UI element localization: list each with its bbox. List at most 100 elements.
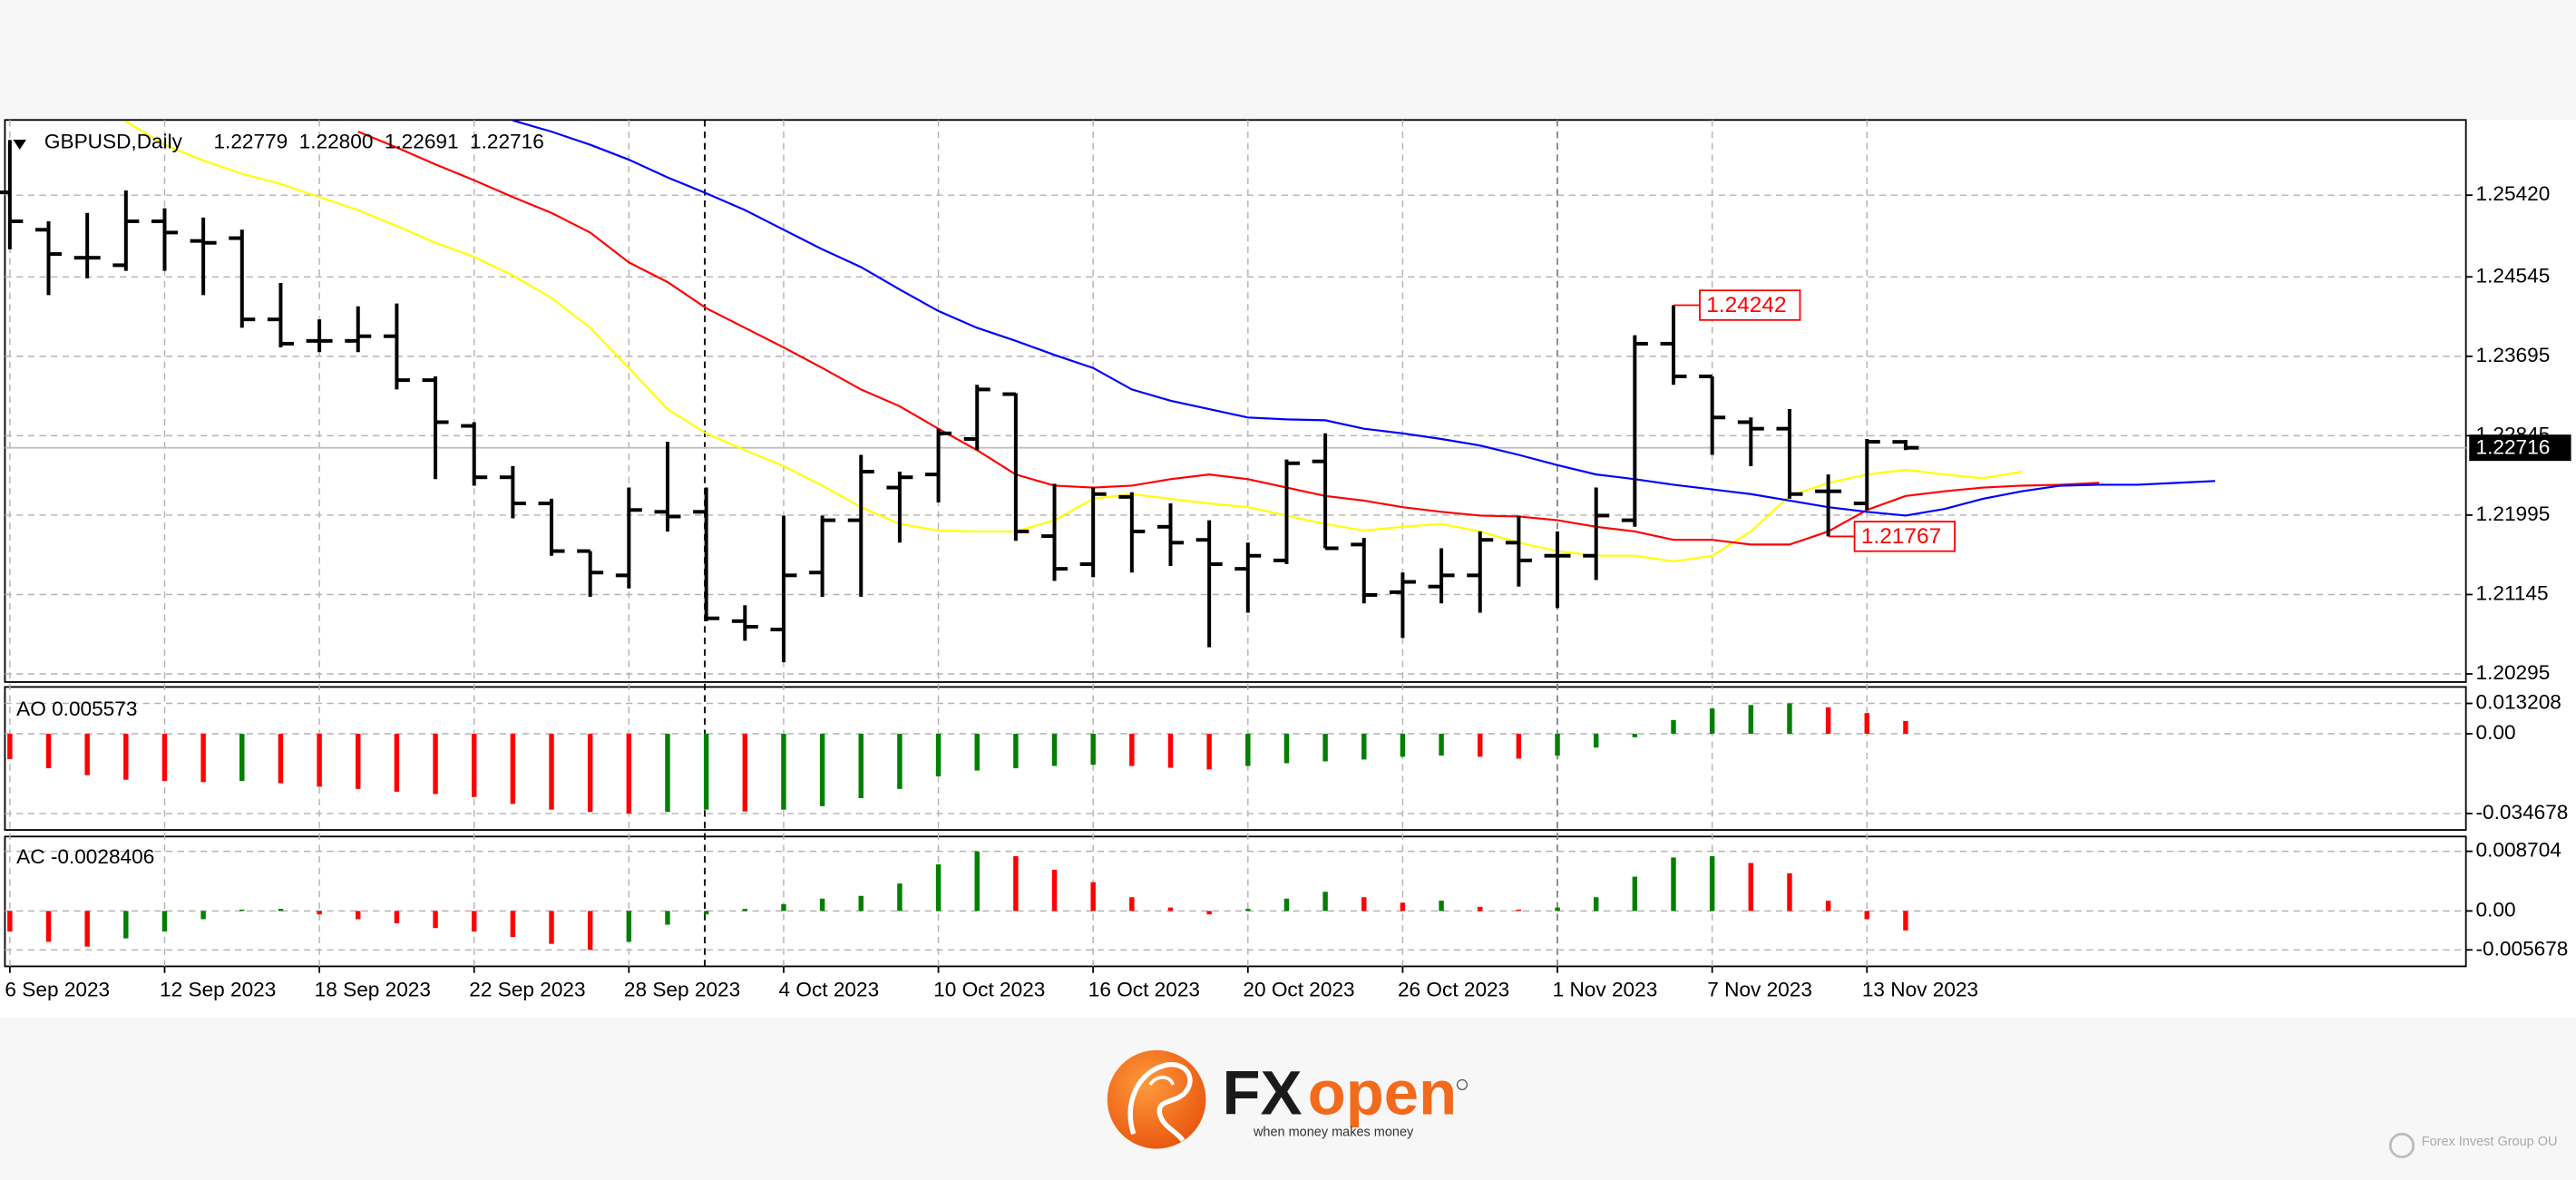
histogram-bar (1206, 734, 1212, 770)
histogram-bar (472, 734, 477, 797)
y-tick-label: -0.005678 (2476, 937, 2569, 960)
histogram-bar (1283, 898, 1290, 912)
histogram-bar (935, 734, 942, 776)
histogram-bar (1167, 907, 1174, 912)
y-tick-label: 1.23695 (2476, 344, 2551, 366)
histogram-bar (1129, 734, 1135, 766)
logo-fx: FX (1223, 1058, 1303, 1128)
histogram-bar (1632, 734, 1638, 737)
histogram-bar (665, 734, 670, 813)
logo-emblem (1107, 1049, 1206, 1149)
histogram-bar (1516, 909, 1522, 912)
histogram-bar (935, 863, 942, 912)
y-tick-label: 0.013208 (2476, 691, 2561, 714)
histogram-bar (897, 734, 903, 789)
histogram-bar (123, 911, 129, 939)
histogram-bar (1864, 911, 1869, 920)
histogram-bar (1439, 901, 1444, 912)
annotation-box (1853, 521, 1956, 552)
header-value: 1.22779 (213, 131, 288, 153)
x-tick-label: 4 Oct 2023 (779, 979, 880, 1001)
histogram-bar (1748, 705, 1754, 735)
annotation-box (1699, 289, 1801, 321)
histogram-bar (1671, 857, 1676, 912)
logo-emblem-detail (1127, 1062, 1193, 1143)
current-price-label: 1.22716 (2476, 436, 2551, 459)
histogram-bar (84, 734, 90, 775)
x-tick-label: 20 Oct 2023 (1243, 979, 1354, 1001)
y-tick-label: 1.21145 (2476, 581, 2549, 604)
logo-open: open (1308, 1058, 1457, 1128)
histogram-bar (278, 734, 284, 784)
histogram-bar (394, 911, 400, 923)
x-tick-label: 10 Oct 2023 (933, 979, 1045, 1001)
histogram-bar (1051, 870, 1058, 912)
y-tick-label: 0.00 (2476, 898, 2516, 921)
histogram-bar (703, 911, 709, 915)
histogram-bar (200, 734, 206, 783)
histogram-bar (1206, 911, 1212, 915)
logo-tagline: when money makes money (1253, 1125, 1414, 1139)
histogram-bar (1478, 906, 1483, 912)
ao-panel (4, 686, 2467, 831)
histogram-bar (1903, 911, 1908, 931)
x-tick-label: 26 Oct 2023 (1398, 979, 1509, 1001)
y-tick-label: 0.00 (2476, 721, 2516, 744)
histogram-bar (703, 734, 709, 810)
histogram-bar (1051, 734, 1058, 766)
histogram-bar (1593, 734, 1599, 748)
histogram-bar (1400, 734, 1406, 757)
histogram-bar (1709, 855, 1715, 912)
histogram-bar (239, 909, 245, 912)
menu-arrow[interactable] (13, 140, 26, 150)
histogram-bar (1167, 734, 1174, 768)
histogram-bar (1322, 734, 1328, 762)
current-price-box (2469, 434, 2571, 462)
histogram-bar (472, 911, 477, 932)
histogram-bar (1478, 734, 1483, 757)
y-tick-label: 1.24545 (2476, 264, 2551, 287)
indicator-line (512, 120, 2216, 517)
histogram-bar (1825, 901, 1831, 912)
histogram-bar (819, 734, 825, 806)
indicator-line (125, 120, 2023, 562)
chart-title: GBPUSD,Daily (44, 131, 183, 153)
chart-background (0, 120, 2576, 1018)
histogram-bar (1013, 734, 1019, 769)
histogram-bar (1516, 734, 1522, 759)
indicator-line (357, 131, 2100, 546)
histogram-bar (7, 911, 13, 932)
histogram-bar (433, 734, 438, 795)
histogram-bar (1709, 708, 1715, 735)
annotation-label: 1.21767 (1861, 524, 1941, 549)
histogram-bar (1090, 882, 1096, 912)
histogram-bar (974, 734, 980, 771)
histogram-bar (356, 911, 361, 920)
histogram-bar (1013, 855, 1019, 912)
annotation-label: 1.24242 (1706, 293, 1786, 317)
histogram-bar (84, 911, 90, 947)
histogram-bar (1439, 734, 1444, 756)
histogram-bar (1245, 734, 1251, 766)
histogram-bar (858, 895, 864, 912)
histogram-bar (356, 734, 361, 789)
histogram-bar (394, 734, 400, 792)
ao-title: AO 0.005573 (16, 697, 137, 720)
histogram-bar (819, 898, 825, 912)
histogram-bar (123, 734, 129, 780)
histogram-bar (781, 734, 786, 810)
histogram-bar (549, 911, 554, 944)
registered-mark (1456, 1078, 1469, 1090)
histogram-bar (200, 911, 206, 920)
histogram-bar (1555, 734, 1560, 756)
histogram-bar (1283, 734, 1290, 764)
histogram-bar (317, 734, 322, 787)
histogram-bar (1090, 734, 1096, 766)
histogram-bar (1748, 863, 1754, 912)
histogram-bar (1593, 897, 1599, 912)
logo: FX open when money makes money (1107, 1049, 1469, 1149)
histogram-bar (1245, 909, 1251, 912)
histogram-bar (742, 909, 748, 912)
histogram-bar (433, 911, 438, 929)
